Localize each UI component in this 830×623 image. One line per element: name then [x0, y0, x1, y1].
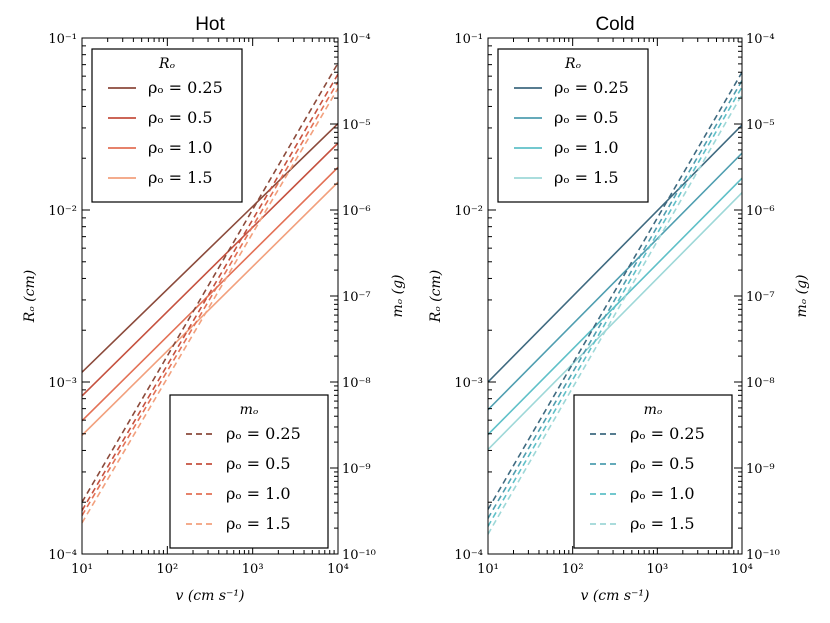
y-tick-label: 10⁻⁴: [454, 548, 483, 563]
panel-cold: Cold 10¹ 10² 10³ 10⁴ 10⁻⁴ 10⁻³ 10⁻² 10⁻¹ 10⁻¹⁰ 10⁻…: [428, 14, 810, 604]
legend-entry: ρₒ = 1.0: [226, 484, 291, 503]
x-tick-label: 10⁴: [731, 562, 753, 577]
legend-entry: ρₒ = 0.5: [148, 108, 213, 127]
y2-tick-label: 10⁻¹⁰: [746, 548, 780, 563]
legend-entry: ρₒ = 1.0: [554, 138, 619, 157]
mass-line-0: [82, 62, 338, 503]
legend-mass: mₒ ρₒ = 0.25 ρₒ = 0.5 ρₒ = 1.0 ρₒ = 1.5: [169, 394, 329, 549]
radius-line-3: [488, 192, 742, 451]
y2-axis-label: mₒ (g): [390, 274, 406, 317]
legend-title: mₒ: [644, 402, 663, 418]
chart-title: Cold: [595, 14, 634, 35]
legend-entry: ρₒ = 1.5: [630, 514, 695, 533]
legend-entry: ρₒ = 0.5: [554, 108, 619, 127]
y-tick-label: 10⁻¹: [454, 32, 483, 47]
legend-entry: ρₒ = 0.25: [148, 78, 223, 97]
y2-tick-label: 10⁻⁹: [746, 462, 775, 477]
mass-line-0: [488, 71, 742, 510]
legend-radius: Rₒ ρₒ = 0.25 ρₒ = 0.5 ρₒ = 1.0 ρₒ = 1.5: [497, 48, 649, 203]
x-tick-label: 10²: [156, 562, 178, 577]
x-axis-label: v (cm s⁻¹): [580, 588, 649, 604]
radius-line-1: [488, 152, 742, 411]
y-axis-label: Rₒ (cm): [22, 270, 38, 323]
x-tick-label: 10³: [242, 562, 264, 577]
mass-line-3: [488, 94, 742, 535]
y-tick-label: 10⁻⁴: [48, 548, 77, 563]
mass-line-2: [82, 81, 338, 516]
y2-tick-label: 10⁻⁵: [342, 118, 371, 133]
y-tick-label: 10⁻²: [48, 204, 77, 219]
mass-line-1: [82, 73, 338, 511]
mass-line-2: [488, 86, 742, 527]
legend-entry: ρₒ = 1.5: [554, 168, 619, 187]
y2-tick-label: 10⁻⁸: [342, 376, 371, 391]
y2-tick-label: 10⁻⁷: [746, 290, 775, 305]
y-tick-label: 10⁻¹: [48, 32, 77, 47]
legend-title: Rₒ: [564, 56, 581, 72]
mass-line-1: [488, 80, 742, 519]
legend-entry: ρₒ = 1.5: [226, 514, 291, 533]
y2-tick-label: 10⁻⁹: [342, 462, 371, 477]
legend-entry: ρₒ = 0.25: [554, 78, 629, 97]
radius-line-0: [82, 123, 338, 373]
radius-line-2: [82, 166, 338, 422]
x-axis-label: v (cm s⁻¹): [175, 588, 244, 604]
y2-tick-label: 10⁻⁵: [746, 118, 775, 133]
y2-tick-label: 10⁻¹⁰: [342, 548, 376, 563]
y-axis-label: Rₒ (cm): [428, 270, 444, 323]
radius-line-1: [82, 142, 338, 397]
radius-line-3: [82, 181, 338, 436]
panel-hot: Hot 10¹ 10² 10³ 10⁴ 10⁻⁴ 10⁻³ 10⁻² 10⁻¹ 10⁻¹⁰ 10⁻⁹…: [22, 14, 406, 604]
legend-entry: ρₒ = 1.5: [148, 168, 213, 187]
legend-entry: ρₒ = 0.5: [630, 454, 695, 473]
y-tick-label: 10⁻²: [454, 204, 483, 219]
y2-tick-label: 10⁻⁴: [746, 32, 775, 47]
y2-tick-label: 10⁻⁶: [342, 204, 371, 219]
legend-box: [573, 394, 733, 549]
legend-box: [169, 394, 329, 549]
x-tick-label: 10¹: [71, 562, 93, 577]
legend-box: [497, 48, 649, 203]
y2-tick-label: 10⁻⁷: [342, 290, 371, 305]
ticks: [81, 37, 339, 555]
legend-entry: ρₒ = 0.5: [226, 454, 291, 473]
mass-line-3: [82, 87, 338, 524]
chart-title: Hot: [195, 14, 225, 35]
y-tick-label: 10⁻³: [454, 376, 483, 391]
legend-title: mₒ: [240, 402, 259, 418]
y2-axis-label: mₒ (g): [794, 274, 810, 317]
legend-entry: ρₒ = 1.0: [630, 484, 695, 503]
legend-mass: mₒ ρₒ = 0.25 ρₒ = 0.5 ρₒ = 1.0 ρₒ = 1.5: [573, 394, 733, 549]
x-tick-label: 10⁴: [327, 562, 349, 577]
y2-tick-label: 10⁻⁴: [342, 32, 371, 47]
y2-tick-label: 10⁻⁸: [746, 376, 775, 391]
legend-entry: ρₒ = 1.0: [148, 138, 213, 157]
legend-box: [91, 48, 243, 203]
series-lines: [82, 62, 338, 524]
x-tick-label: 10³: [646, 562, 668, 577]
x-tick-label: 10¹: [477, 562, 499, 577]
series-lines: [488, 71, 742, 535]
legend-entry: ρₒ = 0.25: [630, 424, 705, 443]
x-tick-label: 10²: [562, 562, 584, 577]
legend-entry: ρₒ = 0.25: [226, 424, 301, 443]
legend-title: Rₒ: [158, 56, 175, 72]
y-tick-label: 10⁻³: [48, 376, 77, 391]
y2-tick-label: 10⁻⁶: [746, 204, 775, 219]
ticks: [487, 37, 743, 555]
legend-radius: Rₒ ρₒ = 0.25 ρₒ = 0.5 ρₒ = 1.0 ρₒ = 1.5: [91, 48, 243, 203]
